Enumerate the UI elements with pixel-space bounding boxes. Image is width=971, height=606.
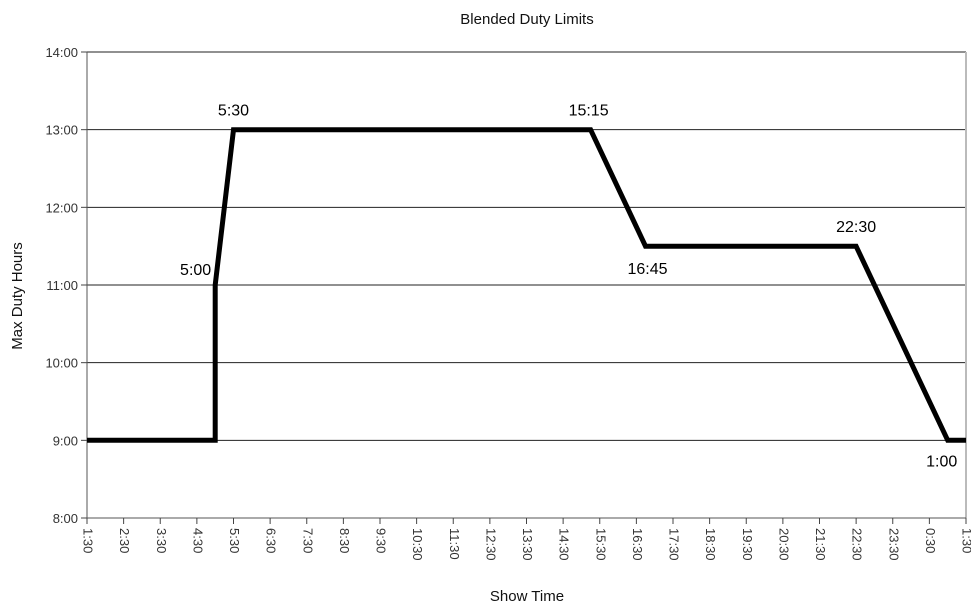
x-tick-label: 18:30 bbox=[703, 528, 718, 561]
y-tick-label: 12:00 bbox=[45, 200, 78, 215]
x-tick-label: 1:30 bbox=[81, 528, 96, 553]
annotation-label: 16:45 bbox=[628, 261, 668, 278]
y-axis-label: Max Duty Hours bbox=[9, 242, 26, 350]
x-tick-label: 13:30 bbox=[520, 528, 535, 561]
x-tick-label: 21:30 bbox=[813, 528, 828, 561]
axes: 8:00 9:00 10:00 11:00 12:00 13:00 14:00 1:30 2:3… bbox=[45, 45, 971, 561]
y-tick-label: 9:00 bbox=[53, 433, 78, 448]
annotation-label: 1:00 bbox=[926, 453, 957, 470]
x-tick-label: 11:30 bbox=[447, 528, 462, 560]
x-tick-label: 3:30 bbox=[154, 528, 169, 553]
x-tick-label: 8:30 bbox=[337, 528, 352, 553]
annotation-label: 22:30 bbox=[836, 219, 876, 236]
series bbox=[87, 127, 966, 443]
x-tick-label: 6:30 bbox=[264, 528, 279, 553]
x-tick-label: 10:30 bbox=[410, 528, 425, 561]
x-tick-label: 23:30 bbox=[886, 528, 901, 561]
x-tick-label: 2:30 bbox=[117, 528, 132, 553]
x-tick-label: 7:30 bbox=[300, 528, 315, 553]
x-tick-label: 16:30 bbox=[630, 528, 645, 561]
y-tick-label: 11:00 bbox=[46, 278, 78, 293]
series-line bbox=[87, 127, 966, 443]
annotations: 5:30 15:15 5:00 16:45 22:30 1:00 bbox=[180, 103, 957, 471]
x-tick-label: 22:30 bbox=[850, 528, 865, 561]
x-tick-label: 4:30 bbox=[190, 528, 205, 553]
x-tick-label: 17:30 bbox=[667, 528, 682, 561]
annotation-label: 5:00 bbox=[180, 262, 211, 279]
y-tick-label: 13:00 bbox=[45, 123, 78, 138]
chart-title: Blended Duty Limits bbox=[460, 11, 593, 28]
x-tick-label: 20:30 bbox=[776, 528, 791, 561]
annotation-label: 15:15 bbox=[569, 103, 609, 120]
x-axis-label: Show Time bbox=[490, 588, 564, 605]
y-tick-label: 10:00 bbox=[45, 356, 78, 371]
x-tick-label: 12:30 bbox=[483, 528, 498, 561]
x-tick-label: 14:30 bbox=[557, 528, 572, 561]
x-tick-label: 1:30 bbox=[960, 528, 971, 553]
y-tick-label: 14:00 bbox=[45, 45, 78, 60]
x-tick-label: 9:30 bbox=[374, 528, 389, 553]
x-tick-label: 0:30 bbox=[923, 528, 938, 553]
x-tick-label: 5:30 bbox=[227, 528, 242, 553]
x-tick-label: 15:30 bbox=[593, 528, 608, 561]
y-tick-label: 8:00 bbox=[53, 511, 78, 526]
x-tick-label: 19:30 bbox=[740, 528, 755, 561]
annotation-label: 5:30 bbox=[218, 103, 249, 120]
